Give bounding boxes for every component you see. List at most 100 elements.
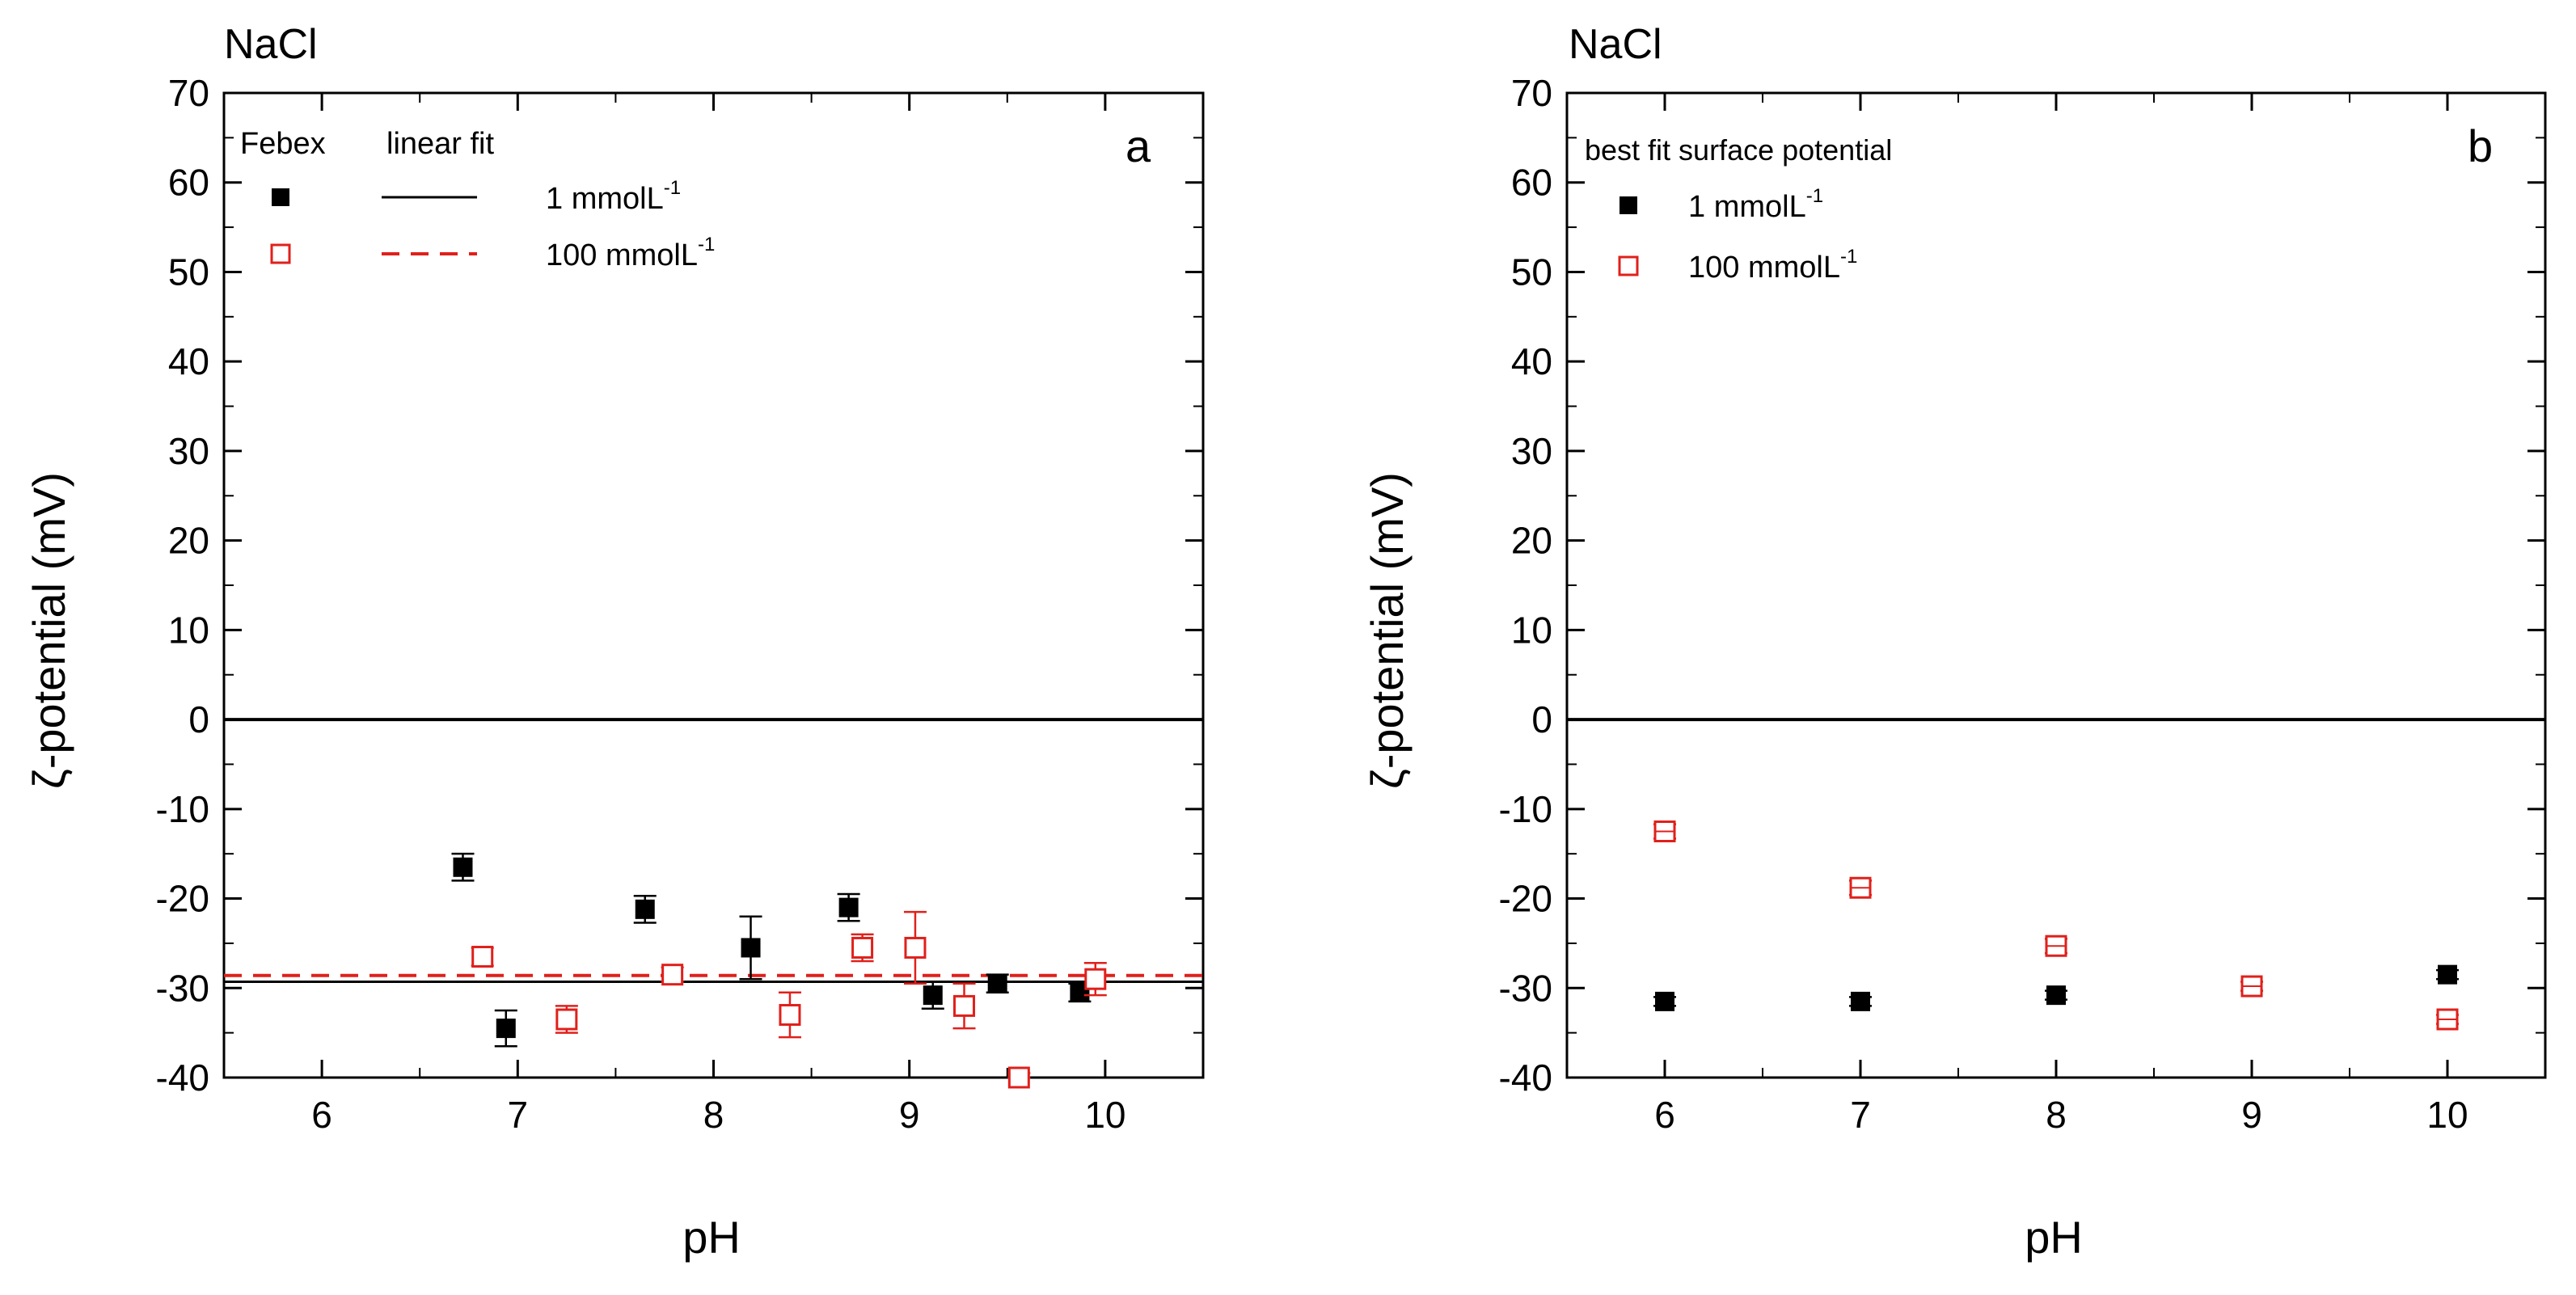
panel-a-y-tick-label: -20 [156, 878, 209, 920]
panel-b-plot-area: 70 60 50 40 30 20 10 0 -10 -20 -30 -40 6 7 8 9 10 [1499, 72, 2547, 1136]
panel-a-marker-1mmol [453, 857, 473, 877]
panel-a-y-tick-label: 30 [168, 430, 209, 472]
panel-b-letter: b [2468, 120, 2493, 171]
panel-a-y-tick-label: -10 [156, 788, 209, 830]
panel-a-y-axis-label: ζ-potential (mV) [23, 472, 74, 789]
panel-a-legend: Febex linear fit 1 mmolL-1 100 mmolL-1 [240, 127, 715, 272]
panel-a-y-tick-label: 50 [168, 251, 209, 293]
panel-b-legend-label-1mmol: 1 mmolL-1 [1688, 185, 1823, 224]
panel-a-title: NaCl [224, 21, 318, 68]
panel-a-plot-area: 70 60 50 40 30 20 10 0 -10 -20 -30 -40 6 7 8 9 10 [156, 72, 1205, 1136]
panel-b-y-tick-label: -10 [1499, 788, 1552, 830]
panel-a-legend-label-100mmol: 100 mmolL-1 [546, 234, 715, 272]
panel-a-marker-100mmol [1007, 1066, 1030, 1089]
panel-a-marker-100mmol [851, 936, 874, 959]
panel-a-x-tick-label: 10 [1084, 1094, 1125, 1136]
panel-a-legend-marker-100mmol [270, 243, 291, 264]
panel-b-y-tick-label: 60 [1511, 162, 1552, 204]
panel-a-x-axis-label: pH [682, 1212, 741, 1263]
panel-b-point-100mmol [1849, 876, 1872, 899]
panel-b-point-1mmol [1849, 991, 1872, 1011]
panel-a-point-1mmol [451, 852, 475, 882]
panel-b-point-100mmol [2045, 934, 2067, 957]
panel-a-marker-1mmol [923, 985, 943, 1006]
panel-a-point-100mmol [778, 991, 801, 1039]
panel-a-legend-header-symbols: Febex [240, 127, 326, 161]
panel-a-y-tick-label: -30 [156, 967, 209, 1009]
panel-b-title: NaCl [1569, 21, 1662, 68]
panel-b-marker-1mmol [2438, 964, 2457, 985]
panel-b-legend-label-100mmol: 100 mmolL-1 [1688, 246, 1857, 285]
panel-b-frame [1565, 91, 2547, 1079]
panel-a-marker-1mmol [635, 899, 655, 919]
panel-b-marker-1mmol [1655, 991, 1674, 1011]
panel-a-y-tick-label: -40 [156, 1057, 209, 1099]
panel-a-point-100mmol [851, 933, 874, 963]
panel-a-x-tick-label: 6 [311, 1094, 332, 1136]
panel-a-point-1mmol [986, 973, 1009, 994]
panel-b-point-1mmol [2436, 964, 2459, 985]
panel-a-y-tick-label: 20 [168, 520, 209, 562]
panel-a-marker-1mmol [987, 973, 1007, 993]
panel-a-x-tick-label: 7 [508, 1094, 529, 1136]
panel-b-x-tick-label: 6 [1654, 1094, 1675, 1136]
panel-a-y-tick-label: 40 [168, 340, 209, 382]
panel-a-legend-marker-1mmol [272, 188, 289, 206]
panel-b-y-axis-label: ζ-potential (mV) [1362, 472, 1413, 789]
panel-b-marker-1mmol [1851, 991, 1870, 1011]
panel-a-x-tick-label: 9 [899, 1094, 920, 1136]
panel-a-point-1mmol [633, 894, 657, 924]
panel-b-point-100mmol [2240, 975, 2263, 998]
panel-b-x-tick-label: 8 [2046, 1094, 2067, 1136]
panel-b-x-tick-label: 10 [2426, 1094, 2468, 1136]
panel-a-marker-1mmol [838, 897, 859, 917]
panel-b-y-tick-label: 30 [1511, 430, 1552, 472]
panel-a-marker-100mmol [1084, 968, 1107, 990]
panel-a-legend-label-1mmol: 1 mmolL-1 [546, 177, 681, 216]
panel-b-marker-1mmol [2046, 985, 2066, 1006]
panel-b-x-tick-label: 7 [1850, 1094, 1871, 1136]
panel-a-point-100mmol [555, 1005, 578, 1034]
panel-a-point-1mmol [494, 1009, 517, 1048]
panel-b-y-tick-label: 20 [1511, 520, 1552, 562]
panel-b-point-100mmol [1653, 820, 1676, 842]
panel-b-x-axis-label: pH [2025, 1212, 2083, 1263]
panel-a-point-1mmol [921, 981, 944, 1010]
panel-b-y-tick-label: -20 [1499, 878, 1552, 920]
panel-a-point-1mmol [837, 892, 860, 922]
panel-a-point-100mmol [471, 946, 494, 968]
panel-a-point-100mmol [661, 964, 684, 986]
panel-b-legend-header: best fit surface potential [1585, 133, 1892, 167]
panel-a-point-1mmol [739, 915, 762, 981]
panel-b-y-tick-label: -40 [1499, 1057, 1552, 1099]
panel-a-y-tick-label: 10 [168, 609, 209, 651]
panel-b-point-1mmol [2045, 985, 2067, 1006]
panel-b-y-tick-label: 0 [1531, 698, 1552, 740]
panel-b-y-tick-label: 70 [1511, 72, 1552, 114]
panel-b-y-tick-label: 10 [1511, 609, 1552, 651]
panel-a: NaCl 70 60 50 40 30 20 10 0 -10 -20 -30 -40 6 7 8 9 10 a… [23, 21, 1205, 1263]
panel-b-legend: best fit surface potential 1 mmolL-1 100… [1585, 133, 1892, 285]
panel-b-point-1mmol [1653, 991, 1676, 1011]
panel-b-x-tick-label: 9 [2241, 1094, 2262, 1136]
panel-b-y-tick-label: 40 [1511, 340, 1552, 382]
panel-a-y-tick-label: 70 [168, 72, 209, 114]
panel-a-marker-1mmol [741, 938, 761, 958]
panel-a-marker-100mmol [904, 936, 927, 959]
panel-a-marker-1mmol [496, 1019, 516, 1039]
panel-b: NaCl 70 60 50 40 30 20 10 0 -10 -20 -30 -40 6 7 8 9 10 b… [1362, 21, 2547, 1263]
panel-a-marker-100mmol [555, 1008, 578, 1031]
panel-a-point-100mmol [1007, 1066, 1031, 1089]
panel-a-legend-header-lines: linear fit [386, 127, 494, 161]
panel-a-letter: a [1125, 120, 1151, 171]
panel-a-point-100mmol [1083, 962, 1107, 997]
panel-b-y-tick-label: -30 [1499, 967, 1552, 1009]
panel-b-y-tick-label: 50 [1511, 251, 1552, 293]
panel-a-marker-100mmol [779, 1003, 801, 1026]
panel-b-point-100mmol [2436, 1008, 2459, 1031]
panel-a-point-100mmol [903, 910, 927, 985]
panel-a-y-tick-label: 0 [188, 698, 209, 740]
panel-b-legend-marker-1mmol [1620, 196, 1637, 214]
panel-a-marker-100mmol [953, 994, 976, 1017]
